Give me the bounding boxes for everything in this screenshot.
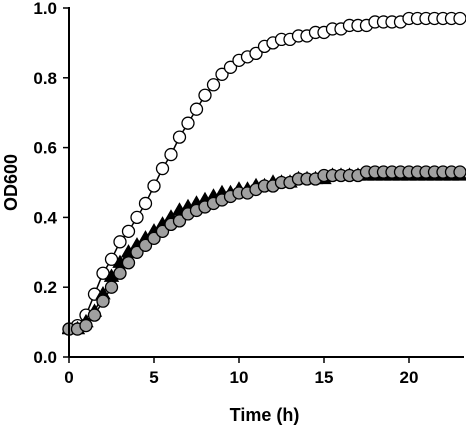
data-point — [87, 308, 102, 322]
data-point — [155, 161, 170, 176]
y-axis-title: OD600 — [1, 154, 21, 211]
y-tick-label: 0.6 — [33, 139, 57, 158]
series-1 — [62, 11, 466, 336]
y-tick-label: 0.0 — [33, 348, 57, 367]
x-tick-label: 20 — [400, 368, 419, 387]
data-point — [104, 280, 119, 294]
x-tick-label: 5 — [149, 368, 158, 387]
data-point — [223, 60, 238, 74]
data-point — [172, 214, 187, 228]
data-point — [130, 210, 144, 225]
x-tick-label: 0 — [64, 368, 73, 387]
data-point — [453, 165, 466, 179]
data-point — [96, 294, 110, 308]
data-point — [147, 231, 161, 245]
data-point — [113, 266, 127, 280]
data-point — [130, 245, 144, 259]
data-point — [138, 238, 153, 252]
data-point — [79, 318, 93, 333]
series-layer — [62, 11, 466, 336]
data-point — [113, 235, 127, 249]
data-point — [206, 78, 221, 92]
data-point — [249, 46, 263, 61]
x-tick-label: 10 — [230, 368, 249, 387]
series-3 — [62, 165, 466, 336]
data-point — [215, 67, 229, 81]
y-tick-label: 0.8 — [33, 69, 57, 88]
data-point — [138, 196, 153, 211]
data-point — [181, 116, 195, 130]
y-tick-label: 0.4 — [33, 208, 57, 227]
x-axis-title: Time (h) — [230, 405, 300, 425]
data-point — [121, 256, 136, 270]
data-point — [147, 179, 161, 193]
ticks-layer: 0.0 0.2 0.4 0.6 0.8 1.0 0 5 10 15 20 — [33, 0, 418, 387]
data-point — [198, 88, 212, 102]
data-point — [155, 224, 170, 239]
y-tick-label: 1.0 — [33, 0, 57, 18]
data-point — [164, 147, 178, 162]
x-tick-label: 15 — [315, 368, 334, 387]
data-point — [121, 224, 136, 239]
data-point — [189, 102, 204, 116]
data-point — [172, 130, 187, 144]
series-2 — [62, 167, 466, 335]
y-tick-label: 0.2 — [33, 278, 57, 297]
data-point — [453, 11, 466, 26]
